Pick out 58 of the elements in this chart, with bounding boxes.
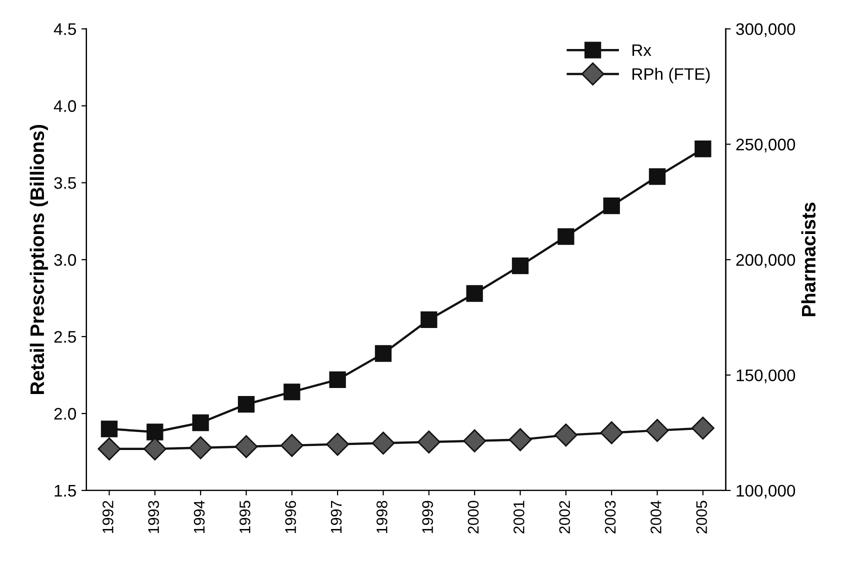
point (417, 430, 440, 454)
x-tick-label: 2004 (650, 500, 662, 534)
y2-tick-label: 250,000 (736, 138, 796, 152)
point (189, 436, 212, 460)
legend-label: RPh (FTE) (632, 68, 710, 84)
y2-axis-title: Pharmacists (801, 202, 816, 316)
point (192, 414, 209, 432)
y-tick-label: 1.5 (54, 485, 76, 497)
x-tick-label: 2001 (514, 500, 524, 534)
point (600, 421, 624, 444)
point (238, 396, 255, 413)
x-tick-label: 1995 (240, 500, 250, 533)
point (463, 429, 486, 452)
point (603, 197, 620, 214)
point (143, 437, 166, 460)
x-tick-label: 1993 (148, 500, 160, 533)
point (420, 311, 438, 328)
point (558, 228, 574, 245)
point (374, 345, 392, 362)
x-tick-label: 1992 (102, 500, 114, 533)
point (326, 432, 350, 456)
point (234, 435, 258, 458)
y-tick-label: 4.5 (54, 23, 76, 36)
x-tick-label: 2005 (696, 500, 708, 534)
y-tick-label: 2.5 (54, 330, 76, 343)
point (646, 418, 669, 442)
point (508, 428, 532, 452)
legend-label: Rx (632, 44, 652, 56)
point (466, 285, 483, 302)
y2-tick-label: 300,000 (736, 23, 796, 38)
point (280, 434, 304, 457)
y2-tick-label: 100,000 (736, 484, 796, 499)
y-tick-label: 3.0 (54, 254, 76, 266)
y2-tick-label: 150,000 (736, 369, 796, 384)
y-tick-label: 2.0 (54, 408, 76, 420)
y-tick-label: 4.0 (54, 100, 76, 112)
point (372, 432, 395, 455)
point (284, 384, 300, 400)
x-tick-label: 2003 (604, 500, 616, 534)
point (146, 424, 164, 440)
y-tick-label: 3.5 (54, 177, 76, 189)
point (694, 140, 712, 158)
x-tick-label: 1997 (330, 500, 342, 533)
x-tick-label: 1996 (285, 500, 296, 533)
x-tick-label: 1999 (422, 500, 434, 533)
point (100, 420, 118, 438)
point (554, 424, 578, 447)
point (329, 371, 346, 388)
point (691, 416, 714, 440)
y2-tick-label: 200,000 (736, 254, 796, 268)
point (648, 168, 666, 185)
x-tick-label: 1994 (194, 500, 205, 533)
x-tick-label: 2002 (559, 500, 570, 534)
x-tick-label: 2000 (468, 500, 479, 534)
point (512, 257, 529, 274)
y-axis-title: Retail Prescriptions (Billions) (30, 125, 48, 394)
x-tick-label: 1998 (376, 500, 388, 533)
point (98, 437, 121, 460)
